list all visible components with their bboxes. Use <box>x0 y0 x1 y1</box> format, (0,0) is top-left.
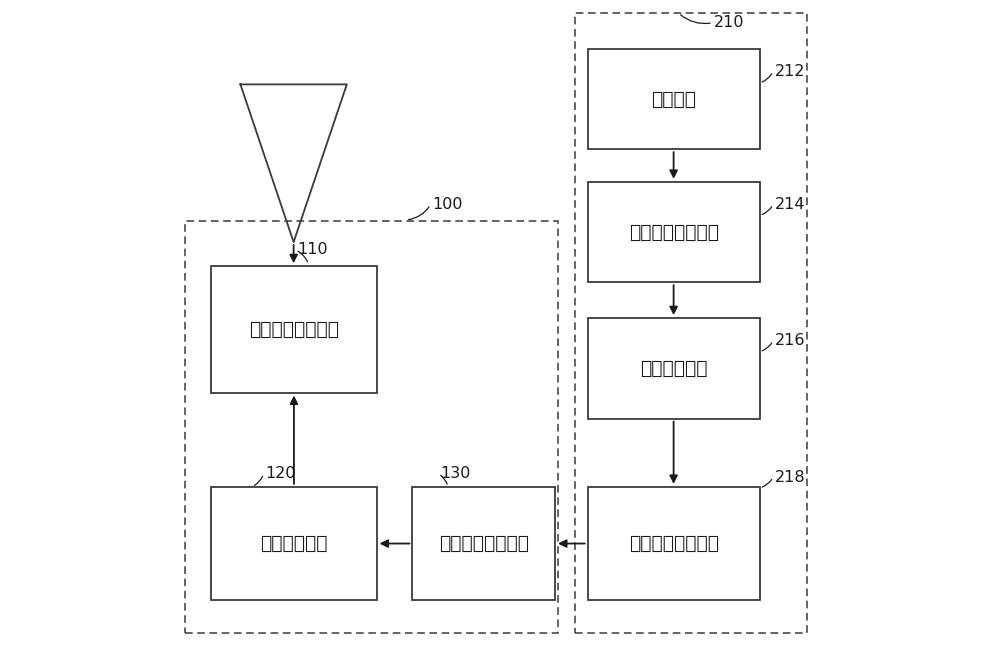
Text: 212: 212 <box>775 64 805 79</box>
Text: 218: 218 <box>775 469 805 485</box>
Bar <box>211 487 377 600</box>
Bar <box>588 318 760 419</box>
Bar <box>211 266 377 393</box>
Text: 130: 130 <box>440 466 471 482</box>
Text: 主机主控制器: 主机主控制器 <box>260 534 328 553</box>
Text: 子机主控制器: 子机主控制器 <box>640 359 707 378</box>
Bar <box>575 13 807 633</box>
Text: 100: 100 <box>432 197 462 212</box>
Bar <box>588 182 760 282</box>
Bar <box>412 487 555 600</box>
Text: 120: 120 <box>265 466 296 482</box>
Text: 216: 216 <box>775 333 805 349</box>
Bar <box>588 487 760 600</box>
Text: 子机音频编解码器: 子机音频编解码器 <box>629 223 719 241</box>
Text: 子机麦克: 子机麦克 <box>651 90 696 108</box>
Text: 主机无线收发模块: 主机无线收发模块 <box>439 534 529 553</box>
Text: 110: 110 <box>298 242 328 258</box>
Text: 214: 214 <box>775 197 805 212</box>
Text: 210: 210 <box>714 15 745 31</box>
Bar <box>588 49 760 149</box>
Text: 子机无线收发模块: 子机无线收发模块 <box>629 534 719 553</box>
Bar <box>185 221 558 633</box>
Text: 无线调制解调模块: 无线调制解调模块 <box>249 320 339 339</box>
